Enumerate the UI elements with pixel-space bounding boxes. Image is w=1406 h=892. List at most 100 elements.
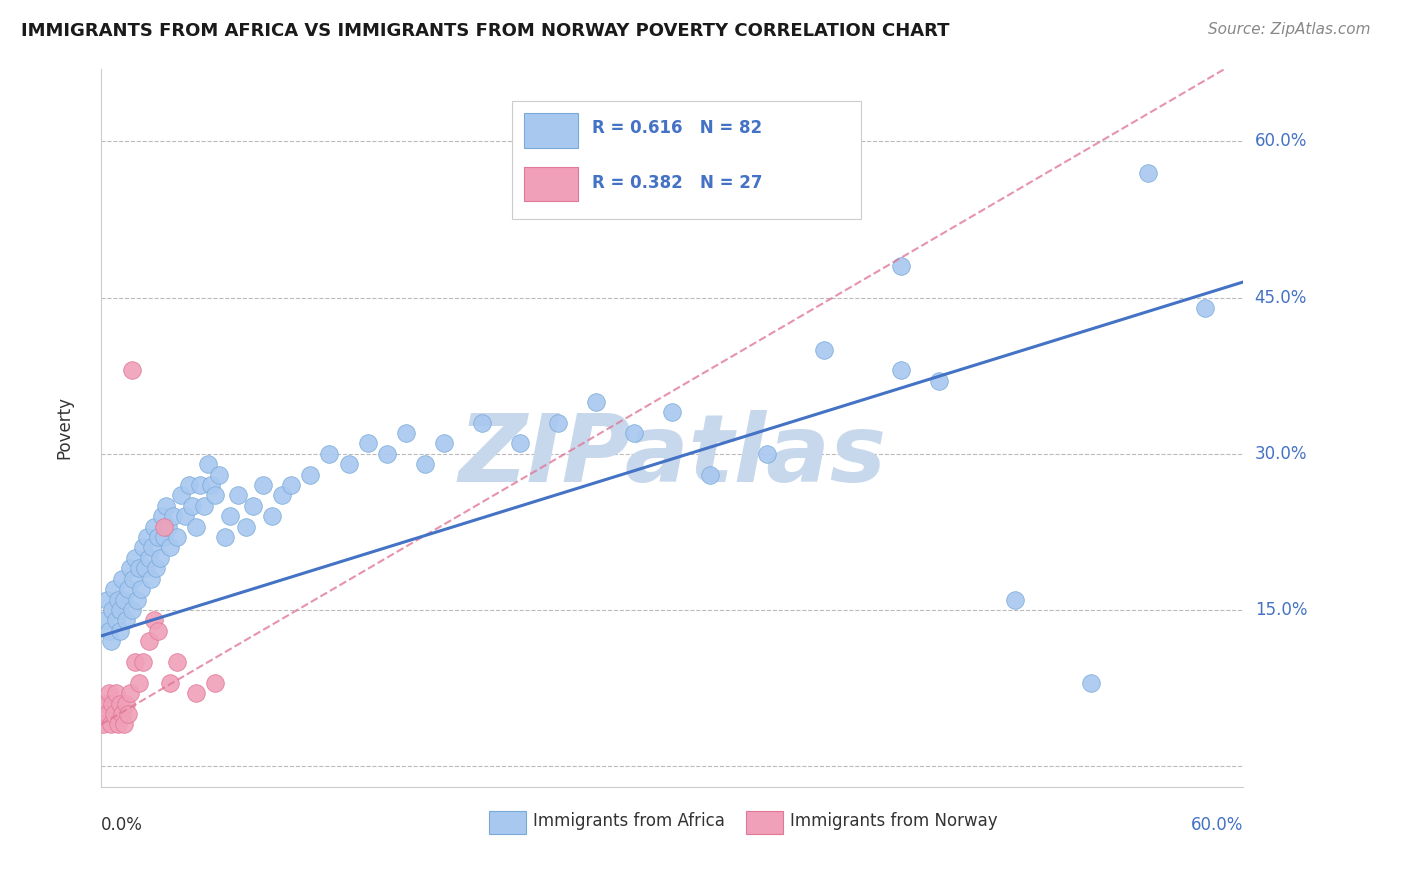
Point (219, 509, 242, 524)
Point (1080, 675, 1102, 690)
Text: 0.0%: 0.0% (101, 815, 143, 834)
Point (318, 447, 340, 461)
Point (101, 603, 124, 617)
Point (433, 436, 456, 450)
Point (337, 457, 360, 471)
Point (128, 675, 150, 690)
Point (105, 686, 128, 700)
Text: 30.0%: 30.0% (1254, 445, 1308, 463)
Point (197, 457, 219, 471)
Point (200, 478, 222, 492)
Point (928, 374, 950, 388)
Point (146, 624, 169, 638)
Text: R = 0.616   N = 82: R = 0.616 N = 82 (592, 120, 762, 137)
Point (96, 706, 118, 721)
Point (91, 717, 114, 731)
Point (114, 697, 136, 711)
Point (181, 499, 204, 513)
Point (107, 592, 129, 607)
Point (135, 530, 157, 544)
Point (188, 478, 211, 492)
Point (108, 603, 131, 617)
Point (100, 717, 122, 731)
Point (94, 697, 117, 711)
Point (1137, 166, 1160, 180)
Point (166, 530, 188, 544)
Point (100, 634, 122, 648)
Point (166, 655, 188, 669)
Point (108, 697, 131, 711)
FancyBboxPatch shape (523, 113, 578, 147)
Point (132, 541, 155, 555)
Point (170, 488, 193, 502)
Text: ZIPatlas: ZIPatlas (458, 410, 886, 502)
Point (756, 447, 779, 461)
Point (585, 394, 607, 409)
Point (121, 603, 143, 617)
Point (117, 582, 139, 596)
Text: IMMIGRANTS FROM AFRICA VS IMMIGRANTS FROM NORWAY POVERTY CORRELATION CHART: IMMIGRANTS FROM AFRICA VS IMMIGRANTS FRO… (21, 22, 949, 40)
Point (699, 467, 721, 482)
FancyBboxPatch shape (512, 101, 860, 219)
Point (97, 686, 120, 700)
Point (356, 436, 378, 450)
Point (270, 488, 292, 502)
Text: 45.0%: 45.0% (1254, 289, 1308, 307)
Text: 60.0%: 60.0% (1191, 815, 1243, 834)
Point (208, 467, 231, 482)
Point (661, 405, 683, 419)
Point (193, 499, 215, 513)
Point (204, 675, 226, 690)
Point (139, 572, 162, 586)
Point (226, 488, 249, 502)
Point (173, 509, 195, 524)
Point (155, 499, 177, 513)
Point (153, 519, 176, 533)
Point (242, 499, 264, 513)
Point (96, 592, 118, 607)
Point (103, 706, 125, 721)
FancyBboxPatch shape (523, 167, 578, 202)
FancyBboxPatch shape (489, 811, 526, 834)
Point (177, 478, 200, 492)
Point (124, 550, 146, 565)
Point (890, 363, 912, 377)
Text: Poverty: Poverty (55, 396, 73, 459)
Text: 60.0%: 60.0% (1254, 132, 1308, 151)
Text: Immigrants from Norway: Immigrants from Norway (790, 813, 997, 830)
Point (138, 634, 160, 648)
Point (132, 655, 155, 669)
Point (159, 675, 181, 690)
Point (145, 561, 167, 575)
Point (129, 582, 152, 596)
Point (280, 478, 302, 492)
Point (97, 624, 120, 638)
Point (413, 457, 436, 471)
Point (94, 613, 117, 627)
Point (138, 550, 160, 565)
Point (1004, 592, 1026, 607)
Point (204, 488, 226, 502)
Point (127, 592, 149, 607)
Point (235, 519, 257, 533)
Point (146, 530, 169, 544)
Point (150, 509, 173, 524)
Point (186, 686, 208, 700)
Point (149, 550, 172, 565)
Point (141, 541, 163, 555)
Point (509, 436, 531, 450)
Point (103, 582, 125, 596)
Point (252, 478, 274, 492)
Point (111, 572, 134, 586)
Point (159, 541, 181, 555)
Point (214, 530, 236, 544)
Point (112, 717, 135, 731)
Point (114, 613, 136, 627)
Point (121, 363, 143, 377)
Point (162, 509, 184, 524)
Point (623, 425, 645, 440)
Point (395, 425, 418, 440)
Point (134, 561, 156, 575)
Text: Immigrants from Africa: Immigrants from Africa (533, 813, 724, 830)
Point (143, 519, 166, 533)
